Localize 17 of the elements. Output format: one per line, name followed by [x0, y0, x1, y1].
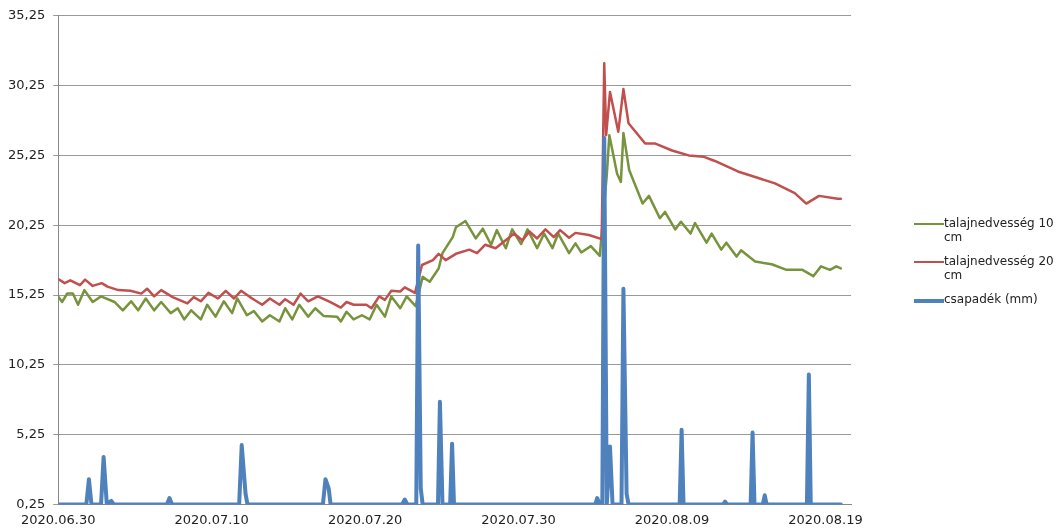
y-tick-label: 10,25	[8, 356, 46, 372]
y-tick-label: 5,25	[16, 425, 46, 441]
x-tick-label: 2020.08.19	[788, 511, 863, 527]
x-tick-label: 2020.07.20	[327, 511, 403, 527]
y-tick-label: 20,25	[8, 216, 46, 232]
y-tick-label: 0,25	[16, 495, 46, 511]
x-tick-label: 2020.07.30	[481, 511, 556, 527]
y-tick-label: 25,25	[8, 146, 46, 162]
x-tick-label: 2020.07.10	[174, 511, 249, 527]
x-tick-label: 2020.06.30	[21, 511, 96, 527]
legend-label: csapadék (mm)	[944, 291, 1039, 306]
y-tick-label: 30,25	[8, 76, 46, 92]
x-tick-label: 2020.08.09	[634, 511, 710, 527]
legend-label: talajnedvesség 10 cm	[944, 215, 1055, 244]
y-tick-label: 35,25	[8, 7, 46, 23]
y-tick-label: 15,25	[8, 286, 46, 302]
legend-label: talajnedvesség 20 cm	[944, 253, 1055, 282]
